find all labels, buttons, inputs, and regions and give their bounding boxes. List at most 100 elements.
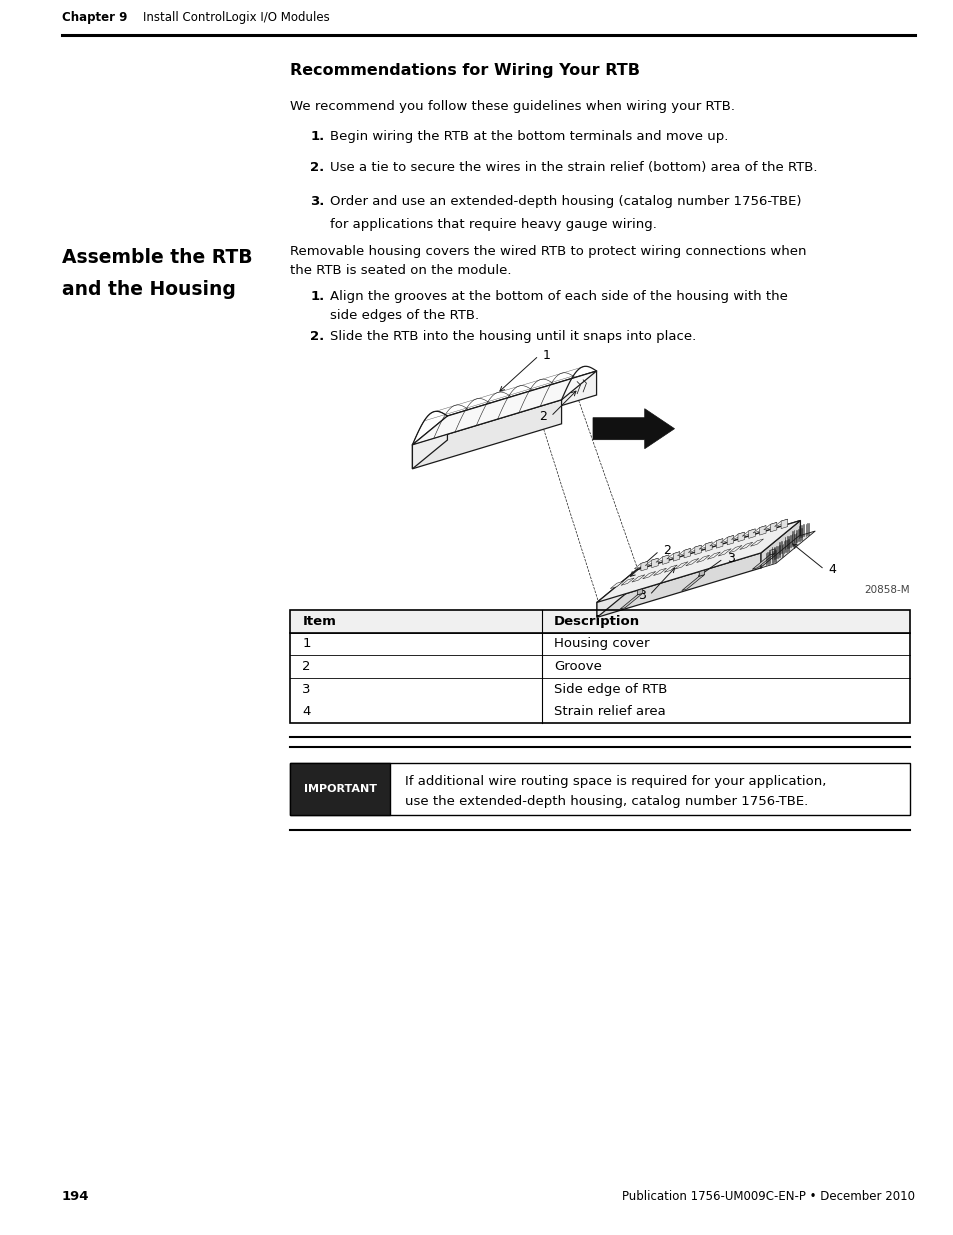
Text: Slide the RTB into the housing until it snaps into place.: Slide the RTB into the housing until it … xyxy=(330,330,696,343)
Polygon shape xyxy=(738,532,743,542)
Polygon shape xyxy=(677,548,690,556)
Text: 3: 3 xyxy=(726,552,735,566)
Text: 194: 194 xyxy=(62,1191,89,1203)
Polygon shape xyxy=(759,531,815,568)
Polygon shape xyxy=(763,522,776,530)
Text: 2.: 2. xyxy=(310,161,324,174)
Polygon shape xyxy=(728,546,741,553)
Text: IMPORTANT: IMPORTANT xyxy=(303,784,376,794)
Polygon shape xyxy=(610,582,622,589)
Text: and the Housing: and the Housing xyxy=(62,280,235,299)
Text: 1: 1 xyxy=(542,350,550,362)
Text: Strain relief area: Strain relief area xyxy=(554,705,665,719)
Polygon shape xyxy=(597,520,800,603)
Polygon shape xyxy=(637,589,642,595)
Text: Install ControlLogix I/O Modules: Install ControlLogix I/O Modules xyxy=(143,11,330,23)
Text: Removable housing covers the wired RTB to protect wiring connections when
the RT: Removable housing covers the wired RTB t… xyxy=(290,245,806,277)
Polygon shape xyxy=(706,552,720,559)
Polygon shape xyxy=(656,555,668,562)
Text: 2: 2 xyxy=(302,659,311,673)
Polygon shape xyxy=(741,529,755,536)
Text: Housing cover: Housing cover xyxy=(554,637,649,651)
Polygon shape xyxy=(687,545,700,552)
Polygon shape xyxy=(705,542,711,551)
Polygon shape xyxy=(683,548,690,558)
Polygon shape xyxy=(739,542,752,550)
Bar xyxy=(290,763,390,815)
Polygon shape xyxy=(675,562,687,569)
Polygon shape xyxy=(597,553,760,618)
Text: Publication 1756-UM009C-EN-P • December 2010: Publication 1756-UM009C-EN-P • December … xyxy=(621,1191,914,1203)
Polygon shape xyxy=(716,538,722,548)
Polygon shape xyxy=(752,526,765,534)
Polygon shape xyxy=(694,545,700,555)
Polygon shape xyxy=(644,558,658,566)
Text: Description: Description xyxy=(554,615,639,627)
Bar xyxy=(290,610,909,722)
Polygon shape xyxy=(663,564,677,572)
Text: Chapter 9: Chapter 9 xyxy=(62,11,127,23)
Polygon shape xyxy=(699,542,711,550)
Polygon shape xyxy=(681,574,704,590)
Polygon shape xyxy=(696,556,709,563)
Text: 20858-M: 20858-M xyxy=(863,585,909,595)
Polygon shape xyxy=(642,572,655,579)
Text: 3: 3 xyxy=(637,589,645,601)
Text: 4: 4 xyxy=(827,563,836,576)
Text: Begin wiring the RTB at the bottom terminals and move up.: Begin wiring the RTB at the bottom termi… xyxy=(330,130,728,143)
Polygon shape xyxy=(447,370,596,440)
Polygon shape xyxy=(631,574,644,582)
Polygon shape xyxy=(620,578,634,585)
Polygon shape xyxy=(709,538,722,546)
Polygon shape xyxy=(748,529,755,538)
Polygon shape xyxy=(769,522,776,532)
Polygon shape xyxy=(731,532,743,540)
Polygon shape xyxy=(781,519,787,529)
Polygon shape xyxy=(412,370,596,445)
Polygon shape xyxy=(619,593,642,609)
Polygon shape xyxy=(661,555,668,564)
Text: Item: Item xyxy=(302,615,335,627)
Text: We recommend you follow these guidelines when wiring your RTB.: We recommend you follow these guidelines… xyxy=(290,100,735,112)
Polygon shape xyxy=(412,400,561,469)
Text: for applications that require heavy gauge wiring.: for applications that require heavy gaug… xyxy=(330,219,657,231)
Text: 1.: 1. xyxy=(310,130,324,143)
Text: If additional wire routing space is required for your application,: If additional wire routing space is requ… xyxy=(404,776,825,788)
Text: Align the grooves at the bottom of each side of the housing with the
side edges : Align the grooves at the bottom of each … xyxy=(330,290,787,322)
Polygon shape xyxy=(720,536,733,542)
Text: 1: 1 xyxy=(302,637,311,651)
Text: 3: 3 xyxy=(302,683,311,695)
Polygon shape xyxy=(651,558,658,568)
Polygon shape xyxy=(685,558,699,566)
Text: Use a tie to secure the wires in the strain relief (bottom) area of the RTB.: Use a tie to secure the wires in the str… xyxy=(330,161,817,174)
Polygon shape xyxy=(640,562,647,571)
Text: Assemble the RTB: Assemble the RTB xyxy=(62,248,252,267)
Polygon shape xyxy=(774,519,787,526)
Text: 3.: 3. xyxy=(310,195,324,207)
Polygon shape xyxy=(666,552,679,559)
Text: use the extended-depth housing, catalog number 1756-TBE.: use the extended-depth housing, catalog … xyxy=(404,795,807,809)
Polygon shape xyxy=(752,553,775,569)
Bar xyxy=(290,763,909,815)
Text: 2: 2 xyxy=(538,410,546,422)
Polygon shape xyxy=(673,552,679,561)
Text: 2: 2 xyxy=(662,545,671,557)
Text: 2.: 2. xyxy=(310,330,324,343)
Text: Recommendations for Wiring Your RTB: Recommendations for Wiring Your RTB xyxy=(290,63,639,78)
Polygon shape xyxy=(726,536,733,545)
Polygon shape xyxy=(769,548,775,555)
Text: Order and use an extended-depth housing (catalog number 1756-TBE): Order and use an extended-depth housing … xyxy=(330,195,801,207)
Bar xyxy=(290,610,909,632)
Polygon shape xyxy=(634,562,647,569)
Polygon shape xyxy=(759,526,765,535)
Polygon shape xyxy=(718,548,730,556)
Polygon shape xyxy=(597,571,636,618)
Polygon shape xyxy=(750,538,762,546)
Polygon shape xyxy=(760,520,800,568)
Polygon shape xyxy=(653,568,666,576)
Polygon shape xyxy=(593,409,674,448)
Polygon shape xyxy=(412,416,447,469)
Text: Groove: Groove xyxy=(554,659,601,673)
Text: 4: 4 xyxy=(302,705,311,719)
Polygon shape xyxy=(636,520,800,585)
